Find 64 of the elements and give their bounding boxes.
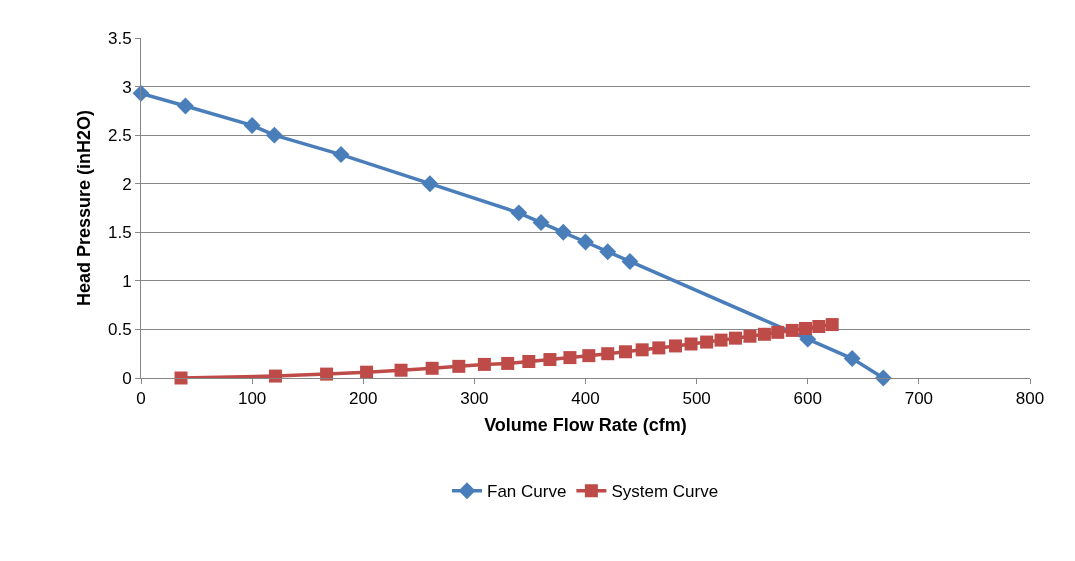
point	[563, 351, 577, 365]
x-axis-title: Volume Flow Rate (cfm)	[484, 414, 687, 435]
point	[243, 116, 261, 134]
point	[652, 341, 666, 355]
point	[714, 333, 728, 347]
x-tick-label: 0	[136, 389, 146, 409]
x-tick-label: 600	[793, 389, 822, 409]
point	[619, 345, 633, 359]
point	[729, 331, 743, 345]
point	[621, 252, 639, 270]
y-tick-label: 2	[122, 174, 132, 194]
point	[771, 325, 785, 339]
point	[320, 367, 334, 381]
point	[799, 321, 813, 335]
point	[532, 214, 550, 232]
y-tick-label: 0.5	[107, 320, 132, 340]
y-tick-label: 1	[122, 271, 132, 291]
x-tick-label: 100	[237, 389, 267, 409]
y-tick-label: 2.5	[107, 126, 132, 146]
point	[582, 349, 596, 363]
legend-label: Fan Curve	[487, 482, 567, 502]
point	[543, 353, 557, 367]
legend-label: System Curve	[611, 482, 719, 502]
point	[477, 357, 491, 371]
y-tick-label: 1.5	[107, 223, 132, 243]
y-tick-label: 3	[122, 77, 132, 97]
x-tick-label: 700	[904, 389, 934, 409]
point	[599, 243, 617, 261]
x-tick-label: 800	[1015, 389, 1045, 409]
point	[421, 175, 439, 193]
y-tick-label: 3.5	[107, 28, 132, 48]
point	[332, 146, 350, 164]
x-tick-label: 200	[349, 389, 378, 409]
point	[132, 84, 150, 102]
point	[700, 335, 714, 349]
point	[601, 347, 615, 361]
point	[785, 323, 799, 337]
point	[174, 371, 188, 385]
point	[522, 354, 536, 368]
point	[825, 318, 839, 332]
point	[265, 126, 283, 144]
point	[812, 320, 826, 334]
point	[360, 365, 374, 379]
x-tick-label: 300	[460, 389, 489, 409]
point	[554, 223, 572, 241]
point	[501, 356, 515, 370]
point	[843, 350, 861, 368]
point	[177, 97, 194, 115]
point	[577, 233, 594, 251]
point	[684, 337, 698, 351]
point	[452, 359, 466, 373]
x-tick-label: 400	[571, 389, 600, 409]
point	[425, 361, 439, 375]
point	[394, 363, 408, 377]
y-tick-label: 0	[122, 368, 132, 388]
point	[874, 369, 892, 387]
point	[757, 327, 771, 341]
point	[635, 343, 649, 357]
point	[510, 204, 528, 222]
point	[743, 329, 757, 343]
y-axis-title: Head Pressure (inH2O)	[74, 109, 95, 307]
point	[268, 369, 282, 383]
point	[669, 339, 683, 353]
x-tick-label: 500	[682, 389, 711, 409]
